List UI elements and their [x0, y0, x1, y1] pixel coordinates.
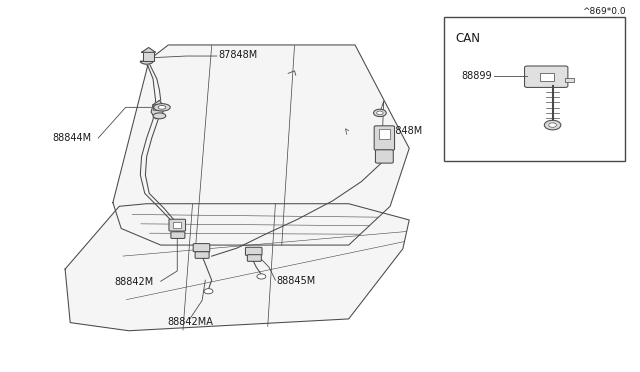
- Ellipse shape: [153, 113, 166, 119]
- Text: 87848M: 87848M: [384, 126, 423, 137]
- FancyBboxPatch shape: [193, 244, 210, 252]
- Circle shape: [548, 123, 556, 127]
- Polygon shape: [113, 45, 409, 245]
- Circle shape: [544, 120, 561, 130]
- Circle shape: [257, 274, 266, 279]
- Text: 87848M: 87848M: [218, 50, 257, 60]
- Circle shape: [204, 289, 213, 294]
- Ellipse shape: [154, 104, 170, 111]
- FancyBboxPatch shape: [171, 232, 185, 238]
- Bar: [143, 52, 154, 61]
- Bar: [565, 78, 574, 82]
- Bar: [444, 17, 625, 161]
- Polygon shape: [151, 100, 164, 119]
- Text: 88842M: 88842M: [115, 277, 154, 287]
- FancyBboxPatch shape: [525, 66, 568, 87]
- Polygon shape: [141, 48, 156, 52]
- FancyBboxPatch shape: [376, 150, 394, 163]
- Text: 88845M: 88845M: [276, 276, 316, 286]
- Circle shape: [377, 111, 383, 115]
- Text: ^869*0.0: ^869*0.0: [582, 7, 626, 16]
- Text: 88899: 88899: [461, 71, 492, 81]
- FancyBboxPatch shape: [195, 252, 209, 259]
- Polygon shape: [140, 61, 153, 64]
- Text: 88844M: 88844M: [52, 133, 92, 143]
- FancyBboxPatch shape: [247, 255, 261, 261]
- Bar: [173, 222, 181, 228]
- Text: CAN: CAN: [456, 32, 481, 45]
- Bar: [540, 73, 554, 81]
- Polygon shape: [65, 204, 409, 331]
- FancyBboxPatch shape: [374, 126, 394, 150]
- Ellipse shape: [158, 106, 166, 109]
- Text: 88842MA: 88842MA: [167, 317, 213, 327]
- Bar: [153, 104, 162, 110]
- Circle shape: [374, 109, 387, 116]
- Bar: [379, 129, 390, 139]
- FancyBboxPatch shape: [246, 247, 262, 256]
- FancyBboxPatch shape: [169, 219, 186, 231]
